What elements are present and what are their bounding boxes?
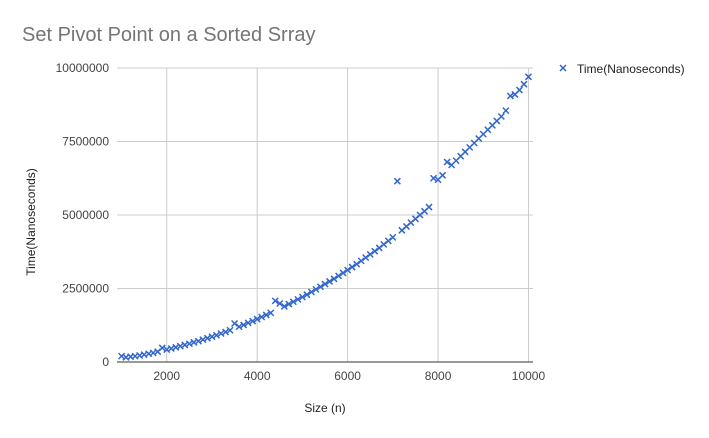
data-point xyxy=(524,73,533,81)
x-tick-label: 6000 xyxy=(334,369,361,383)
data-point xyxy=(267,309,275,317)
data-point xyxy=(389,233,397,241)
x-axis-label: Size (n) xyxy=(304,401,345,415)
y-tick-label: 5000000 xyxy=(62,208,109,222)
data-point xyxy=(325,277,334,285)
chart-title: Set Pivot Point on a Sorted Srray xyxy=(22,24,316,46)
data-point xyxy=(244,319,252,327)
y-axis-label: Time(Nanoseconds) xyxy=(24,168,38,276)
data-point xyxy=(348,263,356,271)
data-point xyxy=(258,313,266,321)
x-tick-label: 4000 xyxy=(244,369,271,383)
data-point xyxy=(298,293,306,301)
y-tick-label: 2500000 xyxy=(62,282,109,296)
data-point xyxy=(339,269,347,277)
x-tick-label: 10000 xyxy=(512,369,546,383)
data-point xyxy=(307,288,315,296)
data-point xyxy=(362,254,370,262)
data-point xyxy=(253,315,261,323)
data-point xyxy=(502,107,510,115)
legend-label: Time(Nanoseconds) xyxy=(577,62,685,76)
data-point xyxy=(357,257,365,265)
gridlines xyxy=(117,67,533,362)
data-point xyxy=(226,326,234,334)
data-point xyxy=(235,323,243,331)
legend-marker-icon xyxy=(559,64,567,72)
data-point xyxy=(312,285,320,293)
data-point xyxy=(221,328,230,336)
tick-labels: 0 2500000 5000000 7500000 10000000 2000 4000 60… xyxy=(56,61,546,383)
data-point xyxy=(353,260,361,268)
data-point xyxy=(303,291,311,299)
data-point xyxy=(276,299,284,308)
data-point xyxy=(425,203,433,211)
data-point xyxy=(366,250,374,258)
data-point xyxy=(231,319,239,328)
y-tick-label: 7500000 xyxy=(62,135,109,149)
data-point xyxy=(285,300,293,308)
data-point xyxy=(335,272,343,280)
y-tick-label: 0 xyxy=(102,355,109,369)
data-point xyxy=(330,275,338,283)
data-point xyxy=(515,86,523,94)
data-point xyxy=(393,177,401,185)
x-tick-label: 2000 xyxy=(153,369,180,383)
data-point xyxy=(443,158,451,166)
data-points xyxy=(117,73,533,361)
data-point xyxy=(316,283,325,291)
x-tick-label: 8000 xyxy=(425,369,452,383)
data-point xyxy=(212,331,221,339)
data-point xyxy=(280,302,288,310)
data-point xyxy=(249,317,257,325)
data-point xyxy=(520,80,528,88)
y-tick-label: 10000000 xyxy=(56,61,110,75)
data-point xyxy=(289,298,297,306)
data-point xyxy=(439,171,447,179)
data-point xyxy=(158,344,166,352)
data-point xyxy=(321,280,329,288)
data-point xyxy=(371,247,379,255)
data-point xyxy=(344,266,352,274)
legend-x-marker xyxy=(559,64,567,72)
legend: Time(Nanoseconds) xyxy=(559,62,685,76)
data-point xyxy=(262,311,270,319)
data-point xyxy=(294,295,302,303)
data-point xyxy=(271,297,279,305)
data-point xyxy=(240,321,248,329)
data-point xyxy=(497,112,505,121)
